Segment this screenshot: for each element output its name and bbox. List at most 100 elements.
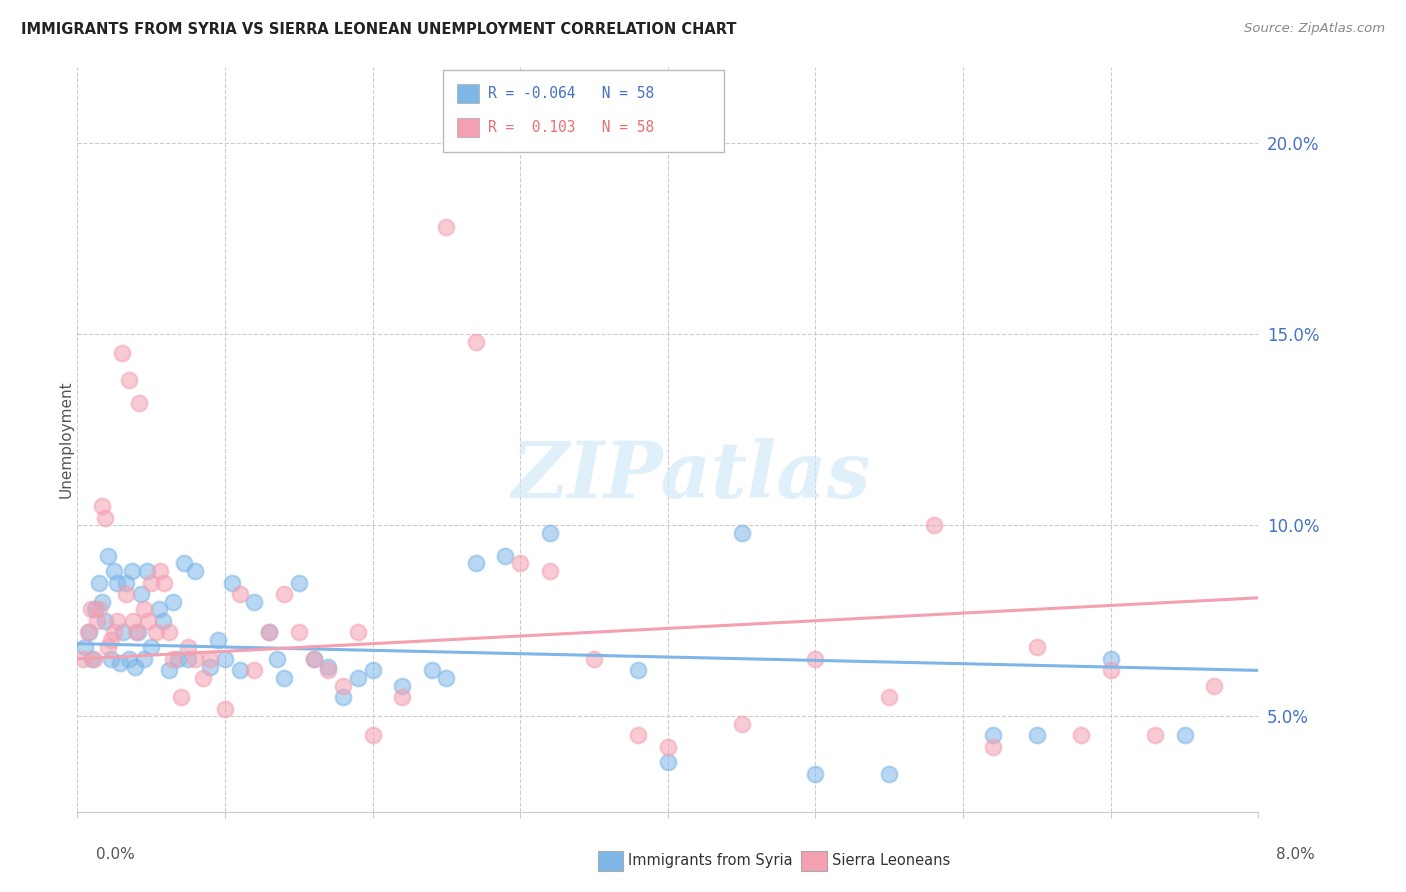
Point [288, 575, 311, 590]
Text: Immigrants from Syria: Immigrants from Syria [628, 854, 793, 868]
Text: Sierra Leoneans: Sierra Leoneans [832, 854, 950, 868]
Point [128, 396, 150, 410]
Point [273, 587, 295, 601]
Point [82, 652, 104, 666]
Point [100, 632, 122, 647]
Point [538, 564, 561, 578]
Point [1099, 652, 1122, 666]
Point [94, 510, 117, 524]
Point [184, 564, 207, 578]
Point [94, 614, 117, 628]
Point [115, 587, 138, 601]
Point [509, 557, 531, 571]
Point [125, 625, 148, 640]
Point [89, 575, 111, 590]
Text: R =  0.103   N = 58: R = 0.103 N = 58 [488, 120, 654, 135]
Point [73, 640, 96, 655]
Point [657, 739, 679, 754]
Point [122, 614, 145, 628]
Text: Source: ZipAtlas.com: Source: ZipAtlas.com [1244, 22, 1385, 36]
Point [243, 664, 266, 678]
Point [731, 525, 754, 540]
Text: 0.0%: 0.0% [96, 847, 135, 862]
Y-axis label: Unemployment: Unemployment [59, 381, 73, 498]
Point [361, 728, 384, 742]
Point [332, 690, 354, 705]
Point [288, 625, 311, 640]
Point [627, 664, 650, 678]
Point [346, 625, 368, 640]
Point [169, 690, 191, 705]
Point [302, 652, 325, 666]
Point [103, 564, 125, 578]
Point [228, 587, 252, 601]
Point [132, 652, 155, 666]
Point [332, 679, 354, 693]
Point [121, 564, 143, 578]
Text: 8.0%: 8.0% [1275, 847, 1315, 862]
Point [583, 652, 606, 666]
Point [259, 625, 281, 640]
Point [177, 652, 200, 666]
Point [804, 766, 827, 780]
Point [141, 640, 163, 655]
Point [981, 739, 1004, 754]
Point [84, 602, 107, 616]
Point [79, 602, 101, 616]
Point [162, 652, 184, 666]
Text: R = -0.064   N = 58: R = -0.064 N = 58 [488, 87, 654, 101]
Point [879, 690, 901, 705]
Point [157, 625, 180, 640]
Point [1026, 728, 1049, 742]
Point [346, 671, 368, 685]
Point [103, 625, 125, 640]
Point [108, 656, 131, 670]
Point [118, 373, 141, 387]
Point [100, 652, 122, 666]
Point [259, 625, 281, 640]
Point [1026, 640, 1049, 655]
Point [148, 602, 170, 616]
Point [200, 659, 222, 673]
Point [153, 575, 176, 590]
Point [657, 755, 679, 769]
Point [495, 549, 517, 563]
Point [76, 625, 98, 640]
Point [91, 594, 114, 608]
Point [1070, 728, 1092, 742]
Point [228, 664, 252, 678]
Point [89, 602, 111, 616]
Point [804, 652, 827, 666]
Point [436, 220, 458, 235]
Point [318, 659, 340, 673]
Point [135, 564, 157, 578]
Point [465, 334, 488, 349]
Point [191, 671, 214, 685]
Point [97, 640, 120, 655]
Point [214, 652, 236, 666]
Point [207, 632, 229, 647]
Point [465, 557, 488, 571]
Point [152, 614, 174, 628]
Point [627, 728, 650, 742]
Point [361, 664, 384, 678]
Point [273, 671, 295, 685]
Point [266, 652, 288, 666]
Point [141, 575, 163, 590]
Point [538, 525, 561, 540]
Point [1144, 728, 1167, 742]
Point [981, 728, 1004, 742]
Point [200, 652, 222, 666]
Point [72, 652, 94, 666]
Text: IMMIGRANTS FROM SYRIA VS SIERRA LEONEAN UNEMPLOYMENT CORRELATION CHART: IMMIGRANTS FROM SYRIA VS SIERRA LEONEAN … [21, 22, 737, 37]
Point [77, 625, 100, 640]
Point [221, 575, 243, 590]
Point [112, 625, 135, 640]
Point [214, 701, 236, 715]
Point [420, 664, 443, 678]
Point [149, 564, 172, 578]
Point [162, 594, 184, 608]
Point [124, 659, 146, 673]
Point [879, 766, 901, 780]
Point [318, 664, 340, 678]
